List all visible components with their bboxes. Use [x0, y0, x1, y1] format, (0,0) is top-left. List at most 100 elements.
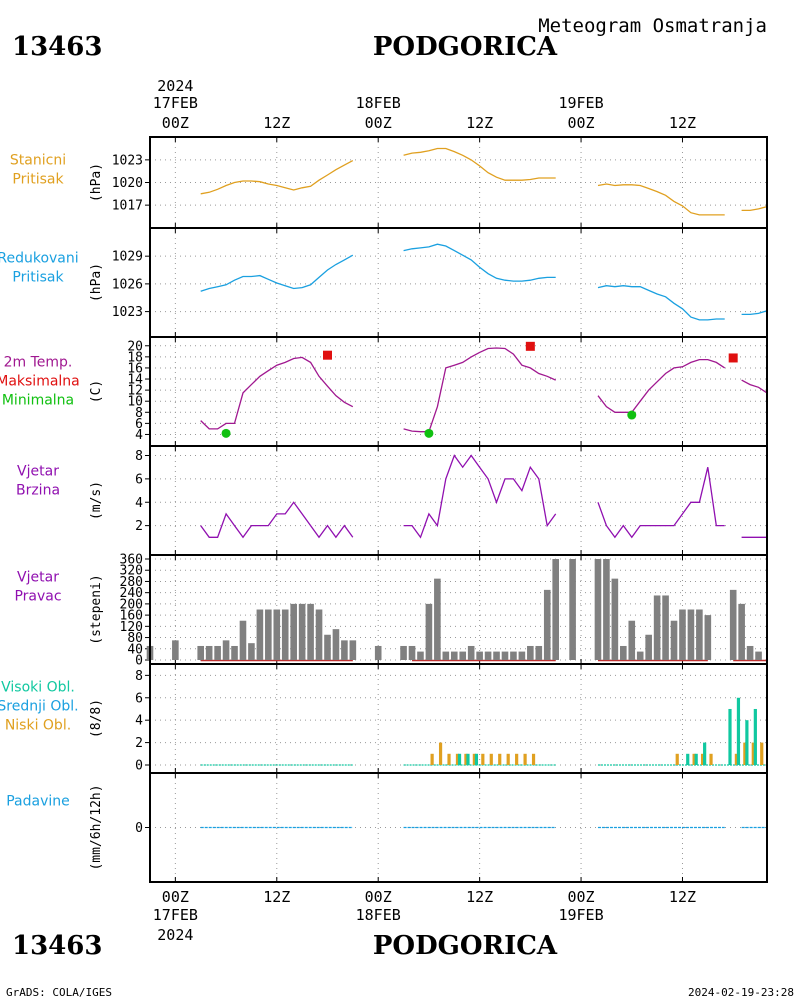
panel-label-line: Redukovani — [0, 251, 79, 267]
y-tick-label: 1023 — [112, 153, 143, 168]
series-line — [597, 358, 726, 413]
series-line — [597, 467, 725, 539]
bottom-hour-label: 12Z — [466, 888, 493, 906]
wind-direction-bar — [197, 645, 205, 660]
low-cloud-bar — [515, 753, 519, 765]
low-cloud-bar — [438, 742, 443, 765]
low-cloud-bar — [709, 753, 713, 765]
y-tick-label: 6 — [135, 417, 143, 432]
low-cloud-bar — [489, 753, 493, 765]
top-year-label: 2024 — [157, 77, 193, 95]
time-axis: 2024202417FEB17FEB00Z00Z12Z12Z18FEB18FEB… — [153, 77, 696, 944]
low-cloud-bar — [506, 753, 510, 765]
panel-label-line: Vjetar — [17, 464, 59, 480]
y-tick-label: 10 — [127, 395, 143, 410]
low-cloud-bar — [675, 753, 679, 765]
wind-direction-bar — [459, 651, 467, 660]
wind-direction-bar — [298, 603, 306, 660]
y-tick-label: 16 — [127, 361, 143, 376]
panel-label-line: 2m Temp. — [4, 355, 73, 371]
wind-direction-bar — [704, 615, 712, 660]
y-tick-label: 1017 — [112, 199, 143, 214]
bottom-hour-label: 12Z — [263, 888, 290, 906]
wind-direction-bar — [307, 603, 314, 660]
low-cloud-bar — [498, 753, 502, 765]
station-id: 13463 — [12, 32, 102, 62]
wind-direction-bar — [290, 603, 297, 660]
panel-label-line: Brzina — [16, 483, 60, 499]
top-date-label: 18FEB — [356, 94, 401, 112]
panel-label-line: Pritisak — [12, 172, 64, 188]
high-cloud-bar — [736, 697, 741, 765]
wind-direction-bar — [450, 651, 458, 660]
wind-direction-bar — [315, 609, 323, 660]
high-cloud-bar — [745, 720, 749, 765]
y-tick-label: 2 — [135, 519, 143, 534]
high-cloud-bar — [466, 753, 470, 765]
wind-direction-bar — [628, 620, 636, 660]
series-line — [597, 183, 725, 216]
y-tick-label: 1023 — [112, 305, 143, 320]
wind-direction-bar — [273, 609, 281, 660]
low-cloud-bar — [734, 753, 738, 765]
wind-direction-bar — [611, 578, 619, 660]
wind-direction-bar — [408, 645, 416, 660]
y-tick-label: 8 — [135, 406, 143, 421]
panel-label-line: Stanicni — [10, 153, 66, 169]
bottom-date-label: 19FEB — [558, 906, 603, 924]
high-cloud-bar — [753, 708, 757, 765]
subtitle: Meteogram Osmatranja — [538, 15, 767, 37]
wind-direction-bar — [214, 645, 221, 660]
low-cloud-bar — [464, 753, 468, 765]
y-tick-label: 0 — [135, 654, 143, 669]
y-tick-label: 160 — [120, 609, 143, 624]
high-cloud-bar — [457, 753, 462, 765]
series-line — [741, 310, 768, 316]
panel-frame — [149, 336, 768, 447]
y-axis-label: (C) — [89, 380, 104, 403]
wind-direction-bar — [746, 645, 754, 660]
series-line — [403, 243, 556, 282]
y-tick-label: 0 — [135, 821, 143, 836]
series-line — [597, 285, 725, 321]
wind-direction-bar — [374, 645, 382, 660]
min-temp-marker — [424, 428, 434, 438]
bottom-year-label: 2024 — [157, 926, 193, 944]
low-cloud-bar — [472, 753, 476, 765]
panel-clouds: 0 2 4 6 8 (8/8) Visoki Obl. Srednji Obl. Niski O… — [0, 663, 768, 774]
panel-frame — [149, 136, 768, 229]
y-tick-label: 1020 — [112, 176, 143, 191]
wind-direction-bar — [696, 609, 703, 660]
panel-frame — [149, 227, 768, 338]
high-cloud-bar — [728, 708, 732, 765]
panel-frame — [149, 772, 768, 883]
y-tick-label: 6 — [135, 472, 143, 487]
high-cloud-bar — [686, 753, 690, 765]
wind-direction-bar — [552, 559, 559, 660]
y-tick-label: 120 — [120, 620, 143, 635]
y-axis-label: (stepeni) — [89, 574, 104, 644]
high-cloud-bar — [474, 753, 479, 765]
wind-direction-bar — [205, 645, 213, 660]
wind-direction-bar — [467, 645, 475, 660]
y-tick-label: 240 — [120, 586, 143, 601]
wind-direction-bar — [687, 609, 695, 660]
high-cloud-bar — [694, 753, 698, 765]
bottom-date-label: 18FEB — [356, 906, 401, 924]
y-axis-label: (m/s) — [89, 481, 104, 520]
y-tick-label: 8 — [135, 669, 143, 684]
wind-direction-bar — [281, 609, 289, 660]
wind-direction-bar — [400, 645, 407, 660]
y-axis-label: (mm/6h/12h) — [89, 784, 104, 870]
max-temp-marker — [525, 341, 535, 351]
panels: 101710201023(hPa)StanicniPritisak1023102… — [0, 136, 768, 883]
series-line — [403, 147, 556, 181]
panel-label-line: Visoki Obl. — [1, 680, 75, 696]
low-cloud-bar — [447, 753, 451, 765]
wind-direction-bar — [645, 634, 652, 660]
panel-label-line: Pritisak — [12, 270, 64, 286]
wind-direction-bar — [535, 645, 543, 660]
y-axis-label: (hPa) — [89, 263, 104, 302]
y-tick-label: 20 — [127, 339, 143, 354]
wind-direction-bar — [172, 640, 179, 660]
